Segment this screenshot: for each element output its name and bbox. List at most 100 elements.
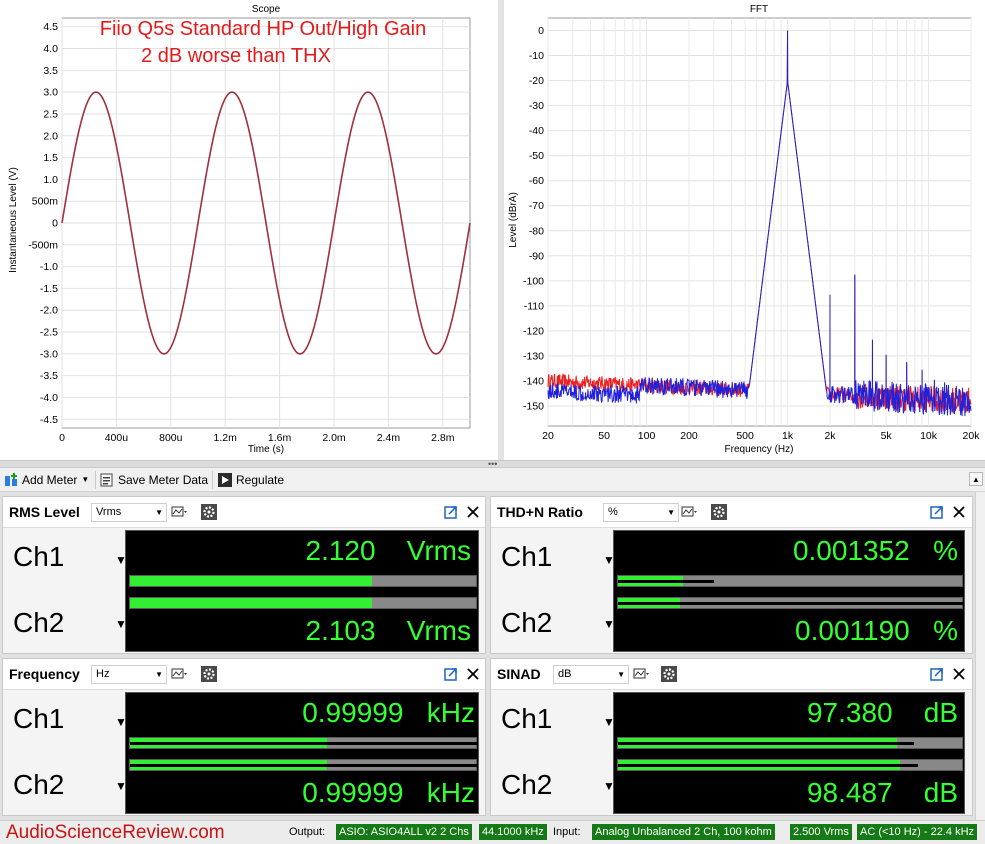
scope-y-tick-label: 3.5 (43, 65, 58, 77)
ch2-dropdown-icon[interactable]: ▼ (603, 617, 615, 631)
scope-y-tick-label: -4.0 (40, 392, 58, 404)
fft-y-tick-label: -40 (529, 125, 544, 137)
gear-icon[interactable] (661, 666, 677, 682)
ch1-dropdown-icon[interactable]: ▼ (115, 553, 127, 567)
scope-x-tick-label: 0 (59, 432, 65, 444)
gear-icon[interactable] (201, 666, 217, 682)
ch1-unit: Vrms (406, 535, 471, 566)
input-filter-chip[interactable]: AC (<10 Hz) - 22.4 kHz (857, 824, 978, 840)
ch2-unit: kHz (426, 777, 475, 808)
unit-select[interactable]: dB ▼ (553, 665, 629, 684)
output-label: Output: (289, 826, 326, 838)
fft-y-tick-label: -80 (529, 225, 544, 237)
save-meter-data-icon (100, 473, 113, 487)
ch2-dropdown-icon[interactable]: ▼ (603, 779, 615, 793)
fft-x-tick-label: 20k (963, 430, 981, 442)
meter-header: THD+N Ratio % ▼ (491, 497, 972, 528)
ch1-value-readout: 0.99999 kHz (302, 697, 475, 729)
scope-y-tick-label: -1.0 (40, 261, 58, 273)
graph-options-icon[interactable] (171, 666, 187, 682)
fft-y-tick-label: -130 (523, 350, 544, 362)
add-meter-icon (5, 473, 17, 486)
fft-title: FFT (750, 4, 768, 15)
brand-watermark: AudioScienceReview.com (6, 822, 225, 843)
scope-y-tick-label: -2.0 (40, 305, 58, 317)
unit-select-value: dB (558, 668, 572, 680)
output-device-chip[interactable]: ASIO: ASIO4ALL v2 2 Chs (336, 824, 472, 840)
ch1-level-bar (617, 737, 963, 749)
fft-y-tick-label: -90 (529, 250, 544, 262)
graph-options-icon[interactable] (171, 504, 187, 520)
popout-icon[interactable] (929, 504, 945, 520)
ch1-unit: kHz (426, 697, 475, 728)
fft-x-tick-label: 500 (736, 430, 754, 442)
chevron-down-icon: ▼ (155, 508, 163, 517)
ch1-value: 97.380 (806, 697, 893, 728)
ch2-peak-line (618, 602, 964, 605)
ch1-dropdown-icon[interactable]: ▼ (603, 715, 615, 729)
gear-icon[interactable] (711, 504, 727, 520)
ch1-label: Ch1 (501, 541, 553, 572)
close-icon[interactable] (951, 666, 967, 682)
meter-header: SINAD dB ▼ (491, 659, 972, 690)
fft-chart[interactable]: FFT 0 -10 -20 -30 -40 -50 -60 -70 -80 -90 -100 -110… (504, 0, 985, 460)
ch2-dropdown-icon[interactable]: ▼ (115, 779, 127, 793)
close-icon[interactable] (951, 504, 967, 520)
fft-x-ticks: 20 50 100 200 500 1k 2k 5k 10k 20k (542, 430, 980, 442)
unit-select[interactable]: Hz ▼ (91, 665, 167, 684)
meter-frequency: Frequency Hz ▼ Ch1 ▼ Ch2 ▼ 0.99999 kHz 0.… (2, 658, 486, 816)
scope-x-tick-label: 2.4m (377, 432, 401, 444)
close-icon[interactable] (465, 666, 481, 682)
close-icon[interactable] (465, 504, 481, 520)
output-rate-chip[interactable]: 44.1000 kHz (479, 824, 547, 840)
popout-icon[interactable] (443, 504, 459, 520)
ch2-value-readout: 0.99999 kHz (302, 777, 475, 809)
meter-header: Frequency Hz ▼ (3, 659, 485, 690)
fft-y-tick-label: -120 (523, 325, 544, 337)
unit-select[interactable]: Vrms ▼ (91, 503, 167, 522)
meter-toolbar: Add Meter ▼ Save Meter Data Regulate ▲ (0, 468, 985, 492)
fft-x-tick-label: 2k (824, 430, 836, 442)
ch1-peak-line (130, 742, 478, 745)
save-meter-data-button[interactable]: Save Meter Data (100, 471, 208, 489)
scope-chart[interactable]: Scope 4.5 4.0 3.5 3.0 2.5 2.0 1.5 1.0 500m 0 -500m… (0, 0, 498, 460)
input-range-chip[interactable]: 2.500 Vrms (790, 824, 852, 840)
popout-icon[interactable] (443, 666, 459, 682)
ch1-level-bar (129, 575, 477, 587)
toolbar-overflow-button[interactable]: ▲ (969, 472, 983, 486)
ch1-dropdown-icon[interactable]: ▼ (603, 553, 615, 567)
ch2-label: Ch2 (501, 769, 553, 800)
ch2-dropdown-icon[interactable]: ▼ (115, 617, 127, 631)
ch1-dropdown-icon[interactable]: ▼ (115, 715, 127, 729)
ch2-unit: % (933, 615, 958, 646)
ch1-label: Ch1 (501, 703, 553, 734)
scope-x-tick-label: 2.8m (431, 432, 455, 444)
add-meter-button[interactable]: Add Meter ▼ (4, 471, 89, 489)
graph-area: Scope 4.5 4.0 3.5 3.0 2.5 2.0 1.5 1.0 500m 0 -500m… (0, 0, 985, 460)
popout-icon[interactable] (929, 666, 945, 682)
ch1-label: Ch1 (13, 703, 65, 734)
input-device-chip[interactable]: Analog Unbalanced 2 Ch, 100 kohm (592, 824, 775, 840)
ch2-peak-line (618, 764, 918, 767)
scope-x-label: Time (s) (248, 444, 284, 455)
ch1-peak-line (618, 580, 714, 583)
meter-header: RMS Level Vrms ▼ (3, 497, 485, 528)
ch1-value-readout: 97.380 dB (807, 697, 958, 729)
ch2-value: 2.103 (305, 615, 376, 646)
graph-options-icon[interactable] (633, 666, 649, 682)
ch1-level-fill (130, 576, 373, 586)
gear-icon[interactable] (201, 504, 217, 520)
panel-splitter[interactable]: ••• (0, 460, 985, 469)
meters-scrollbar[interactable] (975, 492, 985, 820)
ch1-unit: dB (923, 697, 958, 728)
graph-options-icon[interactable] (681, 504, 697, 520)
unit-select[interactable]: % ▼ (603, 503, 679, 522)
regulate-button[interactable]: Regulate (218, 471, 284, 489)
scope-annotation-line1: Fiio Q5s Standard HP Out/High Gain (100, 18, 426, 40)
scope-y-tick-label: -4.5 (40, 414, 58, 426)
ch1-value: 0.001352 (792, 535, 910, 566)
ch2-value: 0.99999 (302, 777, 404, 808)
add-meter-label: Add Meter (22, 473, 78, 487)
scope-x-tick-label: 1.6m (268, 432, 292, 444)
input-label: Input: (553, 826, 581, 838)
